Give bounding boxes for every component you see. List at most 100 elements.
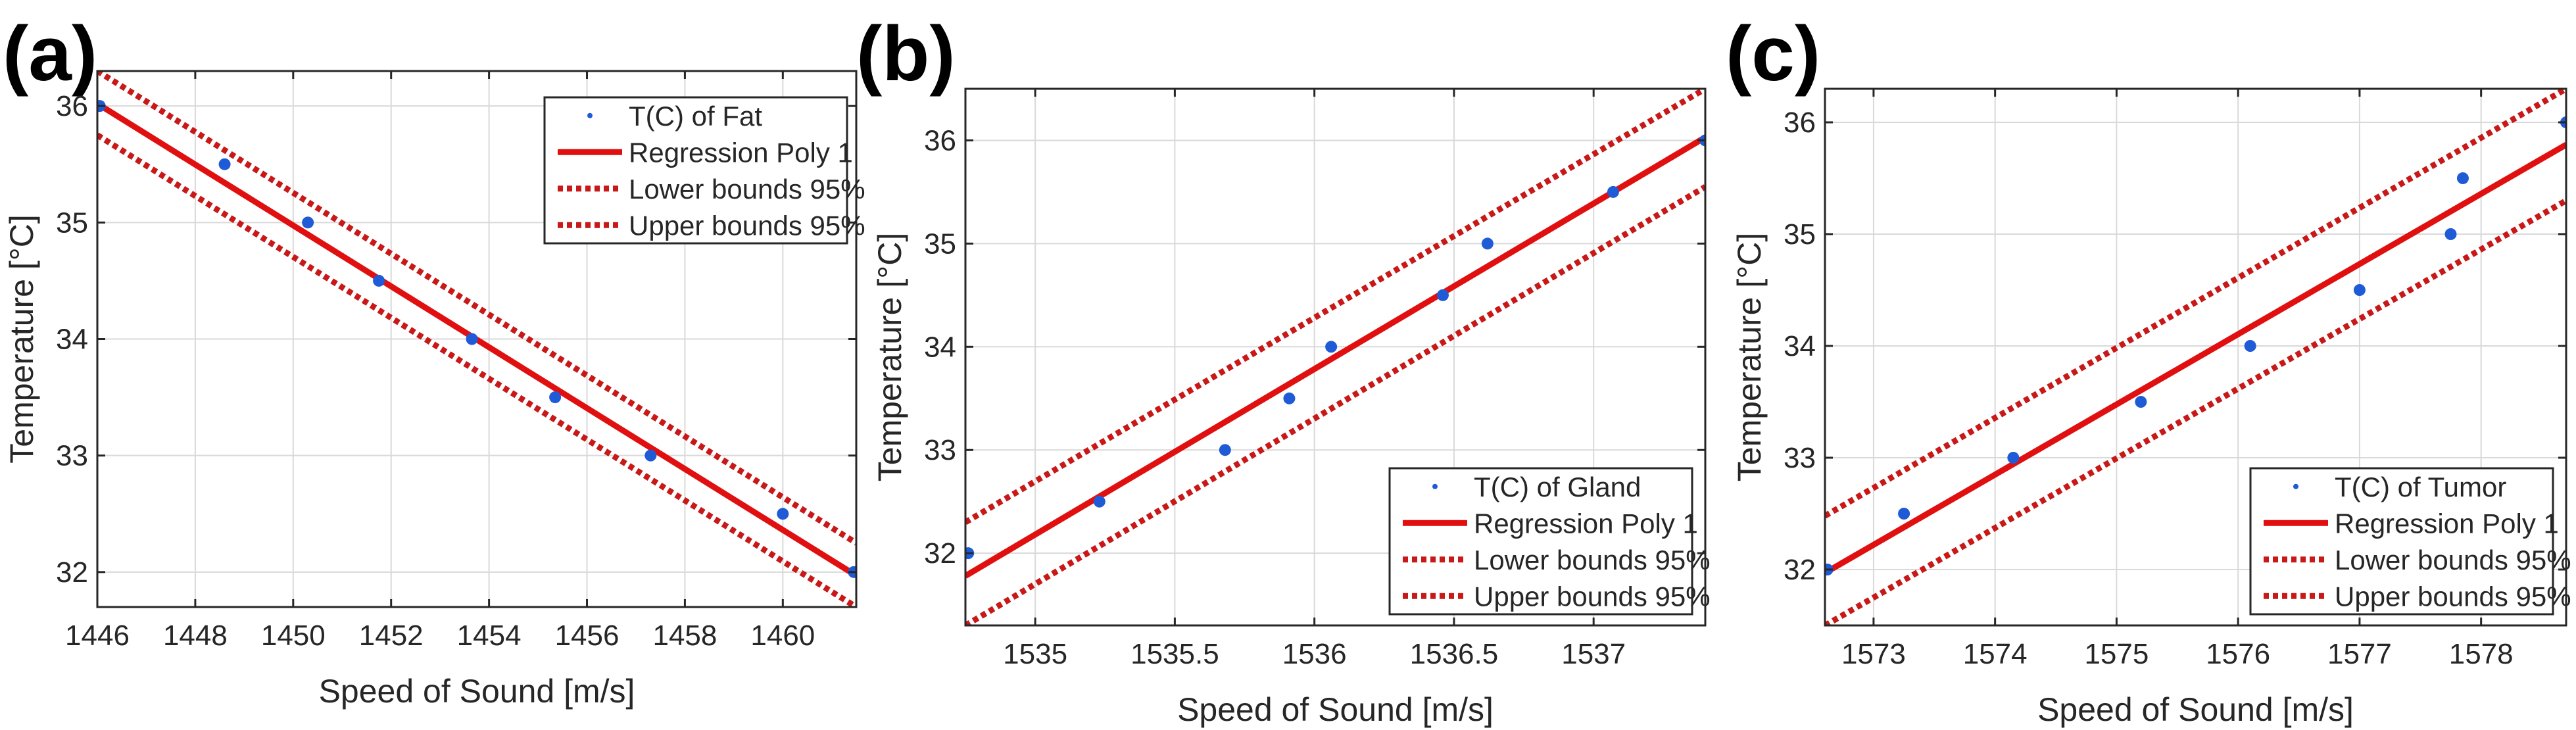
x-tick-label: 1575 bbox=[2084, 638, 2149, 670]
data-point bbox=[644, 449, 657, 462]
legend-marker bbox=[1432, 483, 1438, 489]
confidence-bound-line bbox=[1825, 89, 2566, 519]
y-tick-label: 35 bbox=[1784, 218, 1816, 251]
x-axis-label: Speed of Sound [m/s] bbox=[2037, 691, 2354, 728]
legend-entry-label: Regression Poly 1 bbox=[1474, 508, 1698, 539]
data-point bbox=[1093, 495, 1106, 508]
x-tick-label: 1576 bbox=[2206, 638, 2270, 670]
legend-entry-label: Upper bounds 95% bbox=[629, 210, 865, 241]
data-point bbox=[1481, 237, 1494, 250]
x-tick-label: 1450 bbox=[261, 620, 326, 652]
y-tick-label: 32 bbox=[924, 537, 956, 570]
legend-marker bbox=[2293, 483, 2298, 489]
x-tick-label: 1535 bbox=[1003, 638, 1067, 670]
x-tick-label: 1537 bbox=[1561, 638, 1626, 670]
data-point bbox=[2444, 228, 2457, 240]
x-axis-label: Speed of Sound [m/s] bbox=[319, 673, 635, 710]
x-tick-label: 1460 bbox=[750, 620, 815, 652]
legend-entry-label: Upper bounds 95% bbox=[2335, 581, 2571, 612]
panel-label: (b) bbox=[856, 11, 956, 97]
chart-panel-a: (a) 1446 1448 1450 1452 1454 1456 1458 1460 32 33… bbox=[3, 11, 865, 710]
legend-entry-label: Lower bounds 95% bbox=[2335, 545, 2571, 575]
legend: T(C) of Fat Regression Poly 1 Lower bounds… bbox=[543, 96, 865, 245]
y-tick-label: 36 bbox=[1784, 107, 1816, 139]
y-tick-label: 34 bbox=[56, 324, 88, 356]
data-point bbox=[2244, 340, 2256, 352]
legend-box bbox=[2249, 467, 2554, 616]
data-point bbox=[1219, 444, 1231, 456]
y-tick-label: 33 bbox=[924, 434, 956, 466]
axes-box bbox=[964, 87, 1707, 627]
regression-line bbox=[965, 134, 1705, 579]
y-axis-label: Temperature [°C] bbox=[871, 233, 908, 481]
y-tick-label: 36 bbox=[924, 124, 956, 157]
x-tick-label: 1573 bbox=[1841, 638, 1906, 670]
x-tick-label: 1454 bbox=[457, 620, 522, 652]
confidence-bound-line bbox=[97, 71, 856, 546]
legend: T(C) of Gland Regression Poly 1 Lower boun… bbox=[1388, 467, 1711, 616]
legend-entry-label: Regression Poly 1 bbox=[2335, 508, 2559, 539]
y-tick-label: 34 bbox=[1784, 330, 1816, 362]
data-layer bbox=[965, 89, 1705, 625]
data-point bbox=[302, 216, 314, 229]
chart-panel-c: (c) 1573 1574 1575 1576 1577 1578 32 33 34 35 36 Sp… bbox=[1726, 11, 2571, 728]
legend-entry-label: Lower bounds 95% bbox=[1474, 545, 1711, 575]
data-point bbox=[218, 158, 231, 170]
x-tick-label: 1577 bbox=[2327, 638, 2392, 670]
y-tick-label: 33 bbox=[56, 440, 88, 472]
axes-box bbox=[1824, 87, 2567, 627]
x-tick-label: 1536 bbox=[1282, 638, 1347, 670]
legend-box bbox=[543, 96, 848, 245]
confidence-bound-line bbox=[1825, 198, 2566, 625]
legend: T(C) of Tumor Regression Poly 1 Lower boun… bbox=[2249, 467, 2571, 616]
data-point bbox=[1607, 185, 1619, 198]
y-tick-label: 36 bbox=[56, 90, 88, 122]
data-point bbox=[2007, 452, 2020, 464]
chart-panel-b: (b) 1535 1535.5 1536 1536.5 1537 32 33 34 35 36 Sp… bbox=[856, 11, 1711, 728]
legend-entry-label: T(C) of Tumor bbox=[2335, 472, 2506, 502]
y-tick-label: 32 bbox=[1784, 554, 1816, 586]
x-tick-label: 1458 bbox=[652, 620, 717, 652]
data-point bbox=[549, 391, 562, 404]
x-tick-label: 1446 bbox=[65, 620, 130, 652]
data-layer bbox=[97, 71, 856, 607]
y-tick-label: 34 bbox=[924, 331, 956, 363]
legend-marker bbox=[587, 112, 593, 118]
confidence-bound-line bbox=[97, 132, 856, 607]
data-point bbox=[466, 333, 478, 345]
x-tick-label: 1448 bbox=[163, 620, 228, 652]
y-axis-label: Temperature [°C] bbox=[3, 214, 40, 463]
confidence-bound-line bbox=[965, 184, 1705, 625]
data-point bbox=[2353, 284, 2366, 296]
panel-label: (a) bbox=[3, 11, 97, 97]
confidence-bound-line bbox=[965, 89, 1705, 525]
legend-box bbox=[1388, 467, 1693, 616]
data-point bbox=[2135, 396, 2147, 408]
y-tick-label: 35 bbox=[56, 207, 88, 239]
legend-entry-label: T(C) of Fat bbox=[629, 101, 762, 132]
data-point bbox=[1436, 289, 1449, 301]
x-tick-label: 1456 bbox=[555, 620, 620, 652]
x-tick-label: 1574 bbox=[1963, 638, 2028, 670]
y-tick-label: 32 bbox=[56, 556, 88, 589]
legend-entry-label: T(C) of Gland bbox=[1474, 472, 1641, 502]
data-point bbox=[1283, 392, 1296, 404]
regression-line bbox=[1825, 142, 2566, 575]
y-tick-label: 35 bbox=[924, 228, 956, 260]
legend-entry-label: Upper bounds 95% bbox=[1474, 581, 1711, 612]
x-tick-label: 1452 bbox=[359, 620, 424, 652]
data-point bbox=[373, 274, 385, 287]
legend-entry-label: Regression Poly 1 bbox=[629, 137, 853, 168]
data-point bbox=[2456, 172, 2469, 184]
data-point bbox=[777, 508, 789, 520]
data-point bbox=[1898, 508, 1910, 520]
x-tick-label: 1535.5 bbox=[1130, 638, 1219, 670]
panel-label: (c) bbox=[1726, 11, 1820, 97]
y-tick-label: 33 bbox=[1784, 442, 1816, 474]
data-layer bbox=[1825, 89, 2566, 625]
x-axis-label: Speed of Sound [m/s] bbox=[1177, 691, 1494, 728]
y-axis-label: Temperature [°C] bbox=[1731, 233, 1768, 481]
x-tick-label: 1536.5 bbox=[1410, 638, 1499, 670]
legend-entry-label: Lower bounds 95% bbox=[629, 174, 865, 205]
